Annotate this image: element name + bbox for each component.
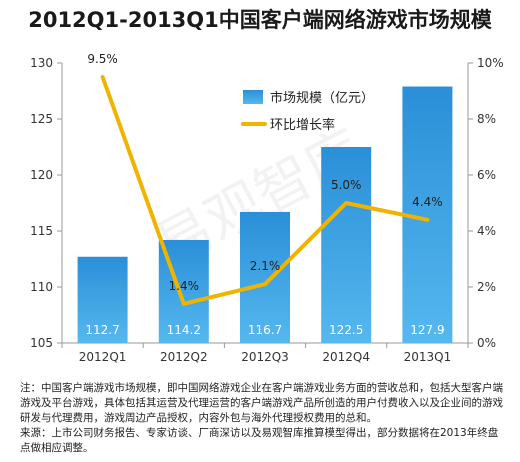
x-tick-label: 2013Q1 <box>404 350 452 364</box>
y-right-tick-label: 4% <box>477 224 496 238</box>
bar <box>77 256 128 343</box>
footnotes: 注：中国客户端游戏市场规模，即中国网络游戏企业在客户端游戏业务方面的营收总和，包… <box>20 381 508 456</box>
y-right-tick-label: 8% <box>477 112 496 126</box>
bar-value-label: 116.7 <box>248 323 282 337</box>
note-definition: 注：中国客户端游戏市场规模，即中国网络游戏企业在客户端游戏业务方面的营收总和，包… <box>20 382 503 424</box>
x-tick-label: 2012Q1 <box>79 350 127 364</box>
y-right-tick-label: 2% <box>477 280 496 294</box>
line-value-label: 2.1% <box>250 259 281 273</box>
bar <box>240 211 290 343</box>
bar <box>321 147 372 343</box>
note-source: 来源：上市公司财务报告、专家访谈、厂商深访以及易观智库推算模型得出，部分数据将在… <box>20 427 499 454</box>
x-tick-label: 2012Q3 <box>241 350 289 364</box>
legend-label-line: 环比增长率 <box>270 117 335 133</box>
y-left-tick-label: 120 <box>30 168 53 182</box>
x-tick-label: 2012Q4 <box>322 350 370 364</box>
y-left-tick-label: 105 <box>30 336 53 350</box>
y-left-tick-label: 130 <box>30 56 53 70</box>
bar-value-label: 127.9 <box>410 323 444 337</box>
y-right-tick-label: 6% <box>477 168 496 182</box>
line-value-label: 4.4% <box>412 195 443 209</box>
y-right-tick-label: 10% <box>477 56 504 70</box>
legend: 市场规模（亿元） 环比增长率 <box>241 90 374 133</box>
y-left-tick-label: 125 <box>30 112 53 126</box>
line-value-label: 5.0% <box>331 178 362 192</box>
y-left-tick-label: 110 <box>30 280 53 294</box>
chart-title: 2012Q1-2013Q1中国客户端网络游戏市场规模 <box>28 8 492 32</box>
bar-value-label: 122.5 <box>329 323 363 337</box>
combo-chart: 易观智库 1051101151201251300%2%4%6%8%10%2012… <box>30 52 504 364</box>
y-right-tick-label: 0% <box>477 336 496 350</box>
line-value-label: 9.5% <box>87 52 118 66</box>
bar-value-label: 114.2 <box>167 323 201 337</box>
line-value-label: 1.4% <box>169 279 200 293</box>
legend-label-bar: 市场规模（亿元） <box>270 90 374 106</box>
y-left-tick-label: 115 <box>30 224 53 238</box>
legend-swatch-bar <box>243 90 263 104</box>
growth-rate-line <box>100 75 430 306</box>
x-tick-label: 2012Q2 <box>160 350 208 364</box>
bar-value-label: 112.7 <box>85 323 119 337</box>
